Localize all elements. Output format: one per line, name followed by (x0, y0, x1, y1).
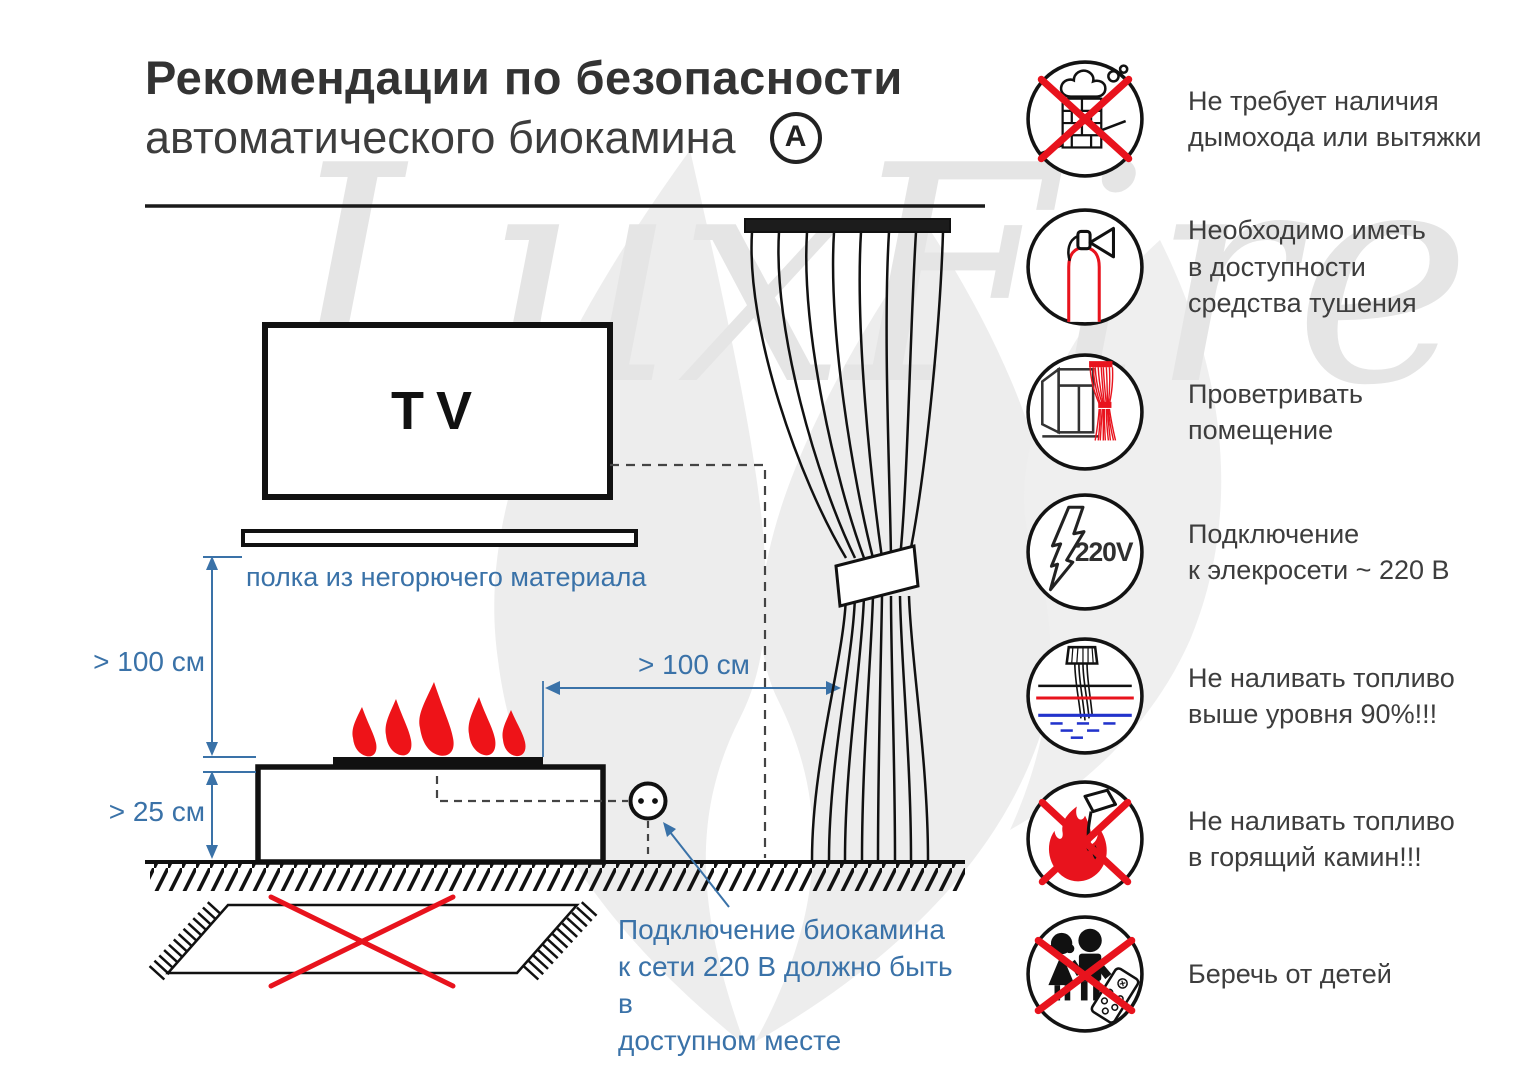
safety-item-children: Беречь от детей (1024, 913, 1518, 1035)
title-line-2-text: автоматического биокамина (145, 111, 736, 163)
dimension-label-shelf-height: > 100 см (93, 646, 205, 677)
safety-label-no-chimney: Не требует наличия дымохода или вытяжки (1188, 85, 1482, 152)
carpet (146, 894, 598, 989)
shelf-label: полка из негорючего материала (246, 562, 647, 592)
no-chimney-icon (1026, 60, 1144, 178)
safety-item-fuel-level: Не наливать топливо выше уровня 90%!!! (1024, 635, 1518, 757)
page-title: Рекомендации по безопасности автоматичес… (145, 52, 903, 164)
fireplace-base (255, 764, 606, 865)
ventilate-window-icon (1026, 353, 1144, 471)
safety-label-no-refill: Не наливать топливо в горящий камин!!! (1188, 805, 1455, 872)
power-outlet (628, 781, 668, 821)
safety-label-extinguisher: Необходимо иметь в доступности средства … (1188, 215, 1426, 319)
dimension-label-base-height: > 25 см (108, 796, 205, 827)
dimension-lines (203, 556, 841, 908)
power-220v-badge-text: 220V (1075, 537, 1134, 567)
shelf-shape (241, 529, 638, 547)
tv-label: TV (390, 381, 484, 441)
power-220v-icon: 220V (1026, 493, 1144, 611)
curtain (744, 218, 951, 861)
safety-item-extinguisher: Необходимо иметь в доступности средства … (1024, 206, 1518, 328)
safety-item-power: 220V Подключение к элекросети ~ 220 В (1024, 491, 1518, 613)
title-line-2: автоматического биокамина A (145, 111, 903, 164)
keep-from-children-icon (1026, 915, 1144, 1033)
title-line-1: Рекомендации по безопасности (145, 51, 903, 104)
safety-label-ventilate: Проветривать помещение (1188, 378, 1363, 445)
tv-outline (262, 322, 613, 500)
safety-item-no-chimney: Не требует наличия дымохода или вытяжки (1024, 58, 1518, 180)
safety-label-fuel-level: Не наливать топливо выше уровня 90%!!! (1188, 662, 1455, 729)
flames (352, 682, 526, 757)
safety-item-no-refill: Не наливать топливо в горящий камин!!! (1024, 778, 1518, 900)
fuel-level-icon (1026, 637, 1144, 755)
safety-item-ventilate: Проветривать помещение (1024, 351, 1518, 473)
safety-label-children: Беречь от детей (1188, 958, 1392, 989)
floor-hatching (150, 864, 965, 891)
automatic-a-badge: A (769, 111, 822, 164)
no-refill-burning-icon (1026, 780, 1144, 898)
safety-label-power: Подключение к элекросети ~ 220 В (1188, 518, 1450, 585)
outlet-note: Подключение биокамина к сети 220 В должн… (618, 914, 953, 1056)
watermark-flame-right (755, 230, 1062, 1042)
fire-extinguisher-icon (1026, 208, 1144, 326)
dimension-label-curtain-distance: > 100 см (638, 649, 750, 680)
curtain-rod (744, 218, 951, 233)
tv-cable-dashed (610, 463, 767, 858)
curtain-tie-band (834, 544, 920, 608)
burner-plate (333, 757, 543, 765)
carpet-cross (268, 894, 456, 989)
